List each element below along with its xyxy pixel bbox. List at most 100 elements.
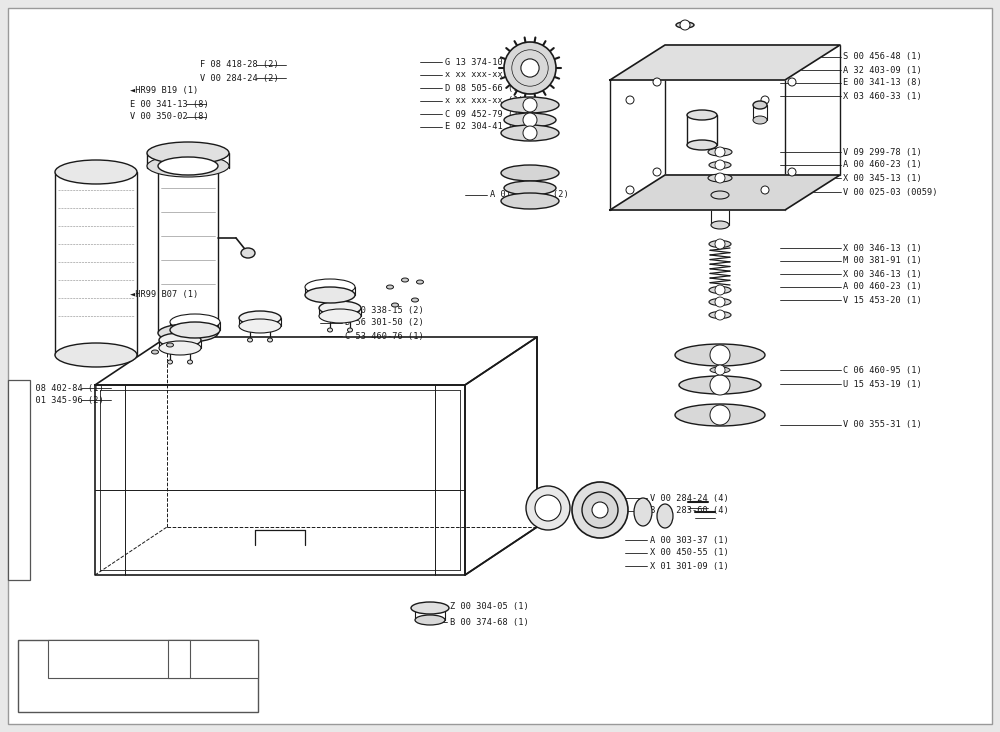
Text: V 00 284-24 (2): V 00 284-24 (2) — [200, 73, 279, 83]
Ellipse shape — [319, 301, 361, 315]
Ellipse shape — [158, 157, 218, 175]
Bar — [168, 640, 190, 678]
Text: U 15 453-19 (1): U 15 453-19 (1) — [843, 379, 922, 389]
Circle shape — [626, 96, 634, 104]
Ellipse shape — [675, 344, 765, 366]
Circle shape — [523, 126, 537, 140]
Ellipse shape — [709, 286, 731, 294]
Ellipse shape — [305, 279, 355, 295]
Bar — [18, 640, 258, 712]
Ellipse shape — [708, 148, 732, 156]
Circle shape — [715, 147, 725, 157]
Ellipse shape — [402, 278, 409, 282]
Text: E 00 341-13 (8): E 00 341-13 (8) — [130, 100, 209, 108]
Ellipse shape — [675, 404, 765, 426]
Text: G 13 374-10 (1): G 13 374-10 (1) — [445, 58, 524, 67]
Ellipse shape — [239, 319, 281, 333]
Ellipse shape — [147, 142, 229, 164]
Ellipse shape — [687, 140, 717, 150]
Bar — [8, 380, 30, 580]
Text: A 32 403-09 (1): A 32 403-09 (1) — [843, 65, 922, 75]
Circle shape — [715, 239, 725, 249]
Circle shape — [523, 98, 537, 112]
Polygon shape — [610, 175, 840, 210]
Ellipse shape — [709, 299, 731, 305]
Text: C 06 460-95 (1): C 06 460-95 (1) — [843, 365, 922, 375]
Ellipse shape — [268, 338, 272, 342]
Circle shape — [523, 113, 537, 127]
Ellipse shape — [166, 343, 174, 347]
Ellipse shape — [248, 338, 252, 342]
Text: X 00 345-13 (1): X 00 345-13 (1) — [843, 173, 922, 182]
Circle shape — [592, 502, 608, 518]
Circle shape — [526, 486, 570, 530]
Text: F 00 338-15 (2): F 00 338-15 (2) — [345, 305, 424, 315]
Circle shape — [626, 186, 634, 194]
Text: M 00 381-91 (1): M 00 381-91 (1) — [843, 256, 922, 266]
Text: D 08 505-66 (1): D 08 505-66 (1) — [445, 83, 524, 92]
Ellipse shape — [501, 97, 559, 113]
Circle shape — [710, 345, 730, 365]
Circle shape — [715, 297, 725, 307]
Text: OIL RESERVOIR: OIL RESERVOIR — [53, 701, 118, 709]
Ellipse shape — [170, 314, 220, 330]
Circle shape — [710, 405, 730, 425]
Text: C 08 402-84 (1): C 08 402-84 (1) — [25, 384, 104, 392]
Ellipse shape — [710, 367, 730, 373]
Text: F 08 418-28 (2): F 08 418-28 (2) — [200, 61, 279, 70]
Ellipse shape — [412, 298, 418, 302]
Circle shape — [582, 492, 618, 528]
Ellipse shape — [634, 498, 652, 526]
Circle shape — [710, 375, 730, 395]
Text: A 00 303-37 (1): A 00 303-37 (1) — [650, 536, 729, 545]
Ellipse shape — [711, 191, 729, 199]
Text: X 03 460-33 (1): X 03 460-33 (1) — [843, 92, 922, 100]
Text: A 01 345-96 (2): A 01 345-96 (2) — [25, 395, 104, 405]
Ellipse shape — [415, 615, 445, 625]
Text: X 01 301-09 (1): X 01 301-09 (1) — [650, 561, 729, 570]
Circle shape — [572, 482, 628, 538]
Ellipse shape — [657, 504, 673, 528]
Text: V 09 299-78 (1): V 09 299-78 (1) — [843, 148, 922, 157]
Text: B 00 374-68 (1): B 00 374-68 (1) — [450, 618, 529, 627]
Ellipse shape — [709, 312, 731, 318]
Text: V 00 350-02 (8): V 00 350-02 (8) — [130, 113, 209, 122]
Bar — [48, 640, 258, 678]
Ellipse shape — [708, 174, 732, 182]
Ellipse shape — [679, 376, 761, 394]
Ellipse shape — [416, 280, 424, 284]
Text: ◄HR99 B07 (1): ◄HR99 B07 (1) — [130, 291, 198, 299]
Text: X 00 346-13 (1): X 00 346-13 (1) — [843, 244, 922, 253]
Circle shape — [761, 96, 769, 104]
Ellipse shape — [152, 350, 158, 354]
Circle shape — [715, 310, 725, 320]
Text: A 01 345-95 (2): A 01 345-95 (2) — [490, 190, 569, 200]
Ellipse shape — [504, 181, 556, 195]
Ellipse shape — [687, 110, 717, 120]
Text: RESERVOIR D'HUILE: RESERVOIR D'HUILE — [53, 687, 153, 697]
Ellipse shape — [188, 360, 192, 364]
Ellipse shape — [158, 324, 218, 342]
Circle shape — [535, 495, 561, 521]
Ellipse shape — [305, 287, 355, 303]
Text: x xx xxx-xx (1): x xx xxx-xx (1) — [445, 70, 524, 80]
Circle shape — [715, 160, 725, 170]
Ellipse shape — [168, 360, 173, 364]
Text: 10.81: 10.81 — [30, 684, 40, 706]
Text: V 00 284-24 (4): V 00 284-24 (4) — [650, 493, 729, 502]
Ellipse shape — [239, 311, 281, 325]
Text: E 00 341-13 (8): E 00 341-13 (8) — [843, 78, 922, 88]
Ellipse shape — [159, 341, 201, 355]
Ellipse shape — [319, 309, 361, 323]
Ellipse shape — [328, 328, 332, 332]
Ellipse shape — [501, 125, 559, 141]
Text: Z 00 304-05 (1): Z 00 304-05 (1) — [450, 602, 529, 611]
Circle shape — [653, 78, 661, 86]
Text: x xx xxx-xx (1): x xx xxx-xx (1) — [445, 97, 524, 105]
Ellipse shape — [241, 248, 255, 258]
Text: B 08 402-83: B 08 402-83 — [53, 652, 136, 665]
Text: X 00 450-55 (1): X 00 450-55 (1) — [650, 548, 729, 558]
Text: HR12: HR12 — [12, 414, 26, 447]
Ellipse shape — [147, 155, 229, 177]
Ellipse shape — [55, 160, 137, 184]
